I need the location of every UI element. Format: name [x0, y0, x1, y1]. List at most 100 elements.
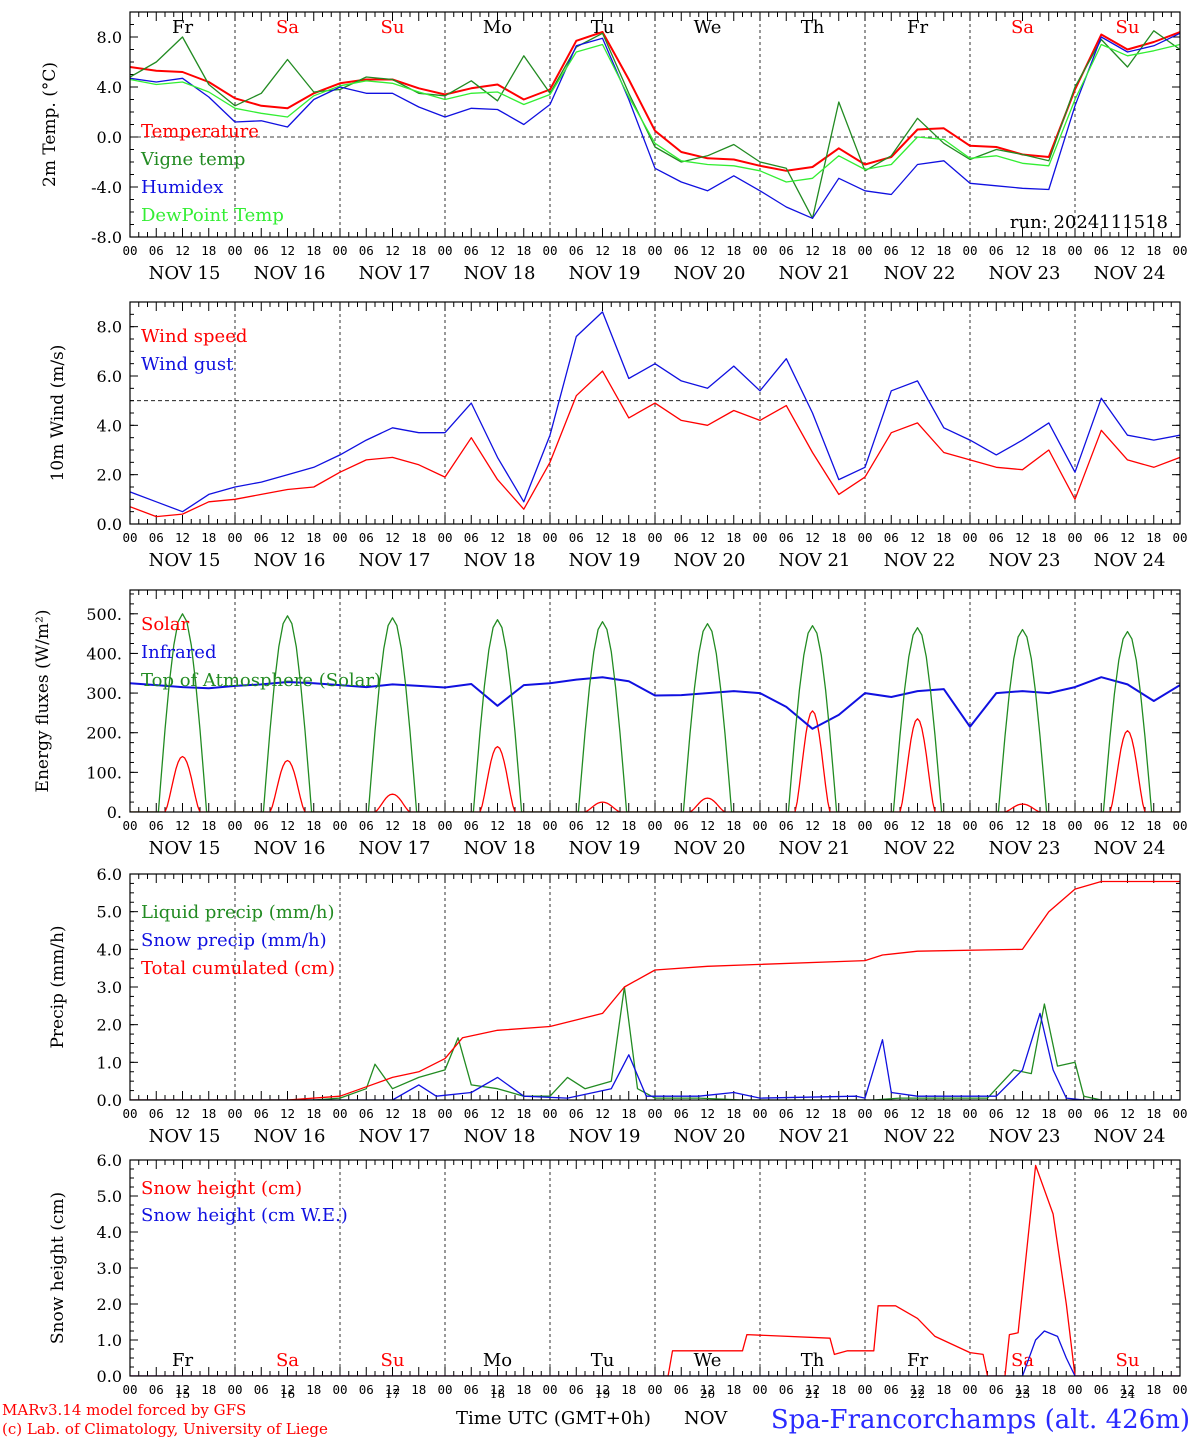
y-tick-label: 6.0 [97, 367, 122, 386]
y-tick-label: 2.0 [97, 1016, 122, 1035]
day-of-week-label: Th [801, 17, 825, 38]
date-label: NOV 17 [359, 1126, 431, 1147]
day-of-week-label: We [694, 17, 722, 38]
x-tick-label: 06 [359, 1382, 374, 1397]
x-tick-label: 12 [385, 1382, 400, 1397]
x-tick-label: 18 [726, 243, 741, 258]
x-tick-label: 00 [1172, 530, 1187, 545]
x-tick-label: 00 [437, 530, 452, 545]
x-tick-label: 06 [464, 818, 479, 833]
x-tick-label: 06 [254, 1382, 269, 1397]
day-of-week-label: Th [801, 1350, 825, 1371]
day-of-week-label: Mo [483, 17, 512, 38]
x-tick-label: 06 [464, 1106, 479, 1121]
date-label: NOV 20 [674, 1126, 746, 1147]
date-label: NOV 24 [1094, 263, 1166, 284]
series-snow-precip-mm-h [130, 1012, 1180, 1100]
panel-5: 0.0 1.0 2.0 3.0 4.0 5.0 6.0 Snow height (cm) 00 0… [48, 1151, 1188, 1401]
legend-entry: Vigne temp [140, 149, 245, 170]
x-tick-label: 06 [674, 1382, 689, 1397]
x-tick-label: 18 [306, 243, 321, 258]
x-tick-label: 18 [936, 530, 951, 545]
x-tick-label: 06 [149, 530, 164, 545]
date-label: NOV 16 [254, 1126, 326, 1147]
x-tick-label: 18 [1146, 530, 1161, 545]
x-tick-label: 18 [516, 1382, 531, 1397]
day-number-label: 17 [385, 1387, 400, 1401]
x-tick-label: 00 [962, 530, 977, 545]
x-tick-label: 00 [857, 243, 872, 258]
plot-frame [129, 873, 1181, 1101]
series-temperature [130, 31, 1180, 172]
x-tick-label: 12 [385, 1106, 400, 1121]
x-tick-label: 00 [437, 818, 452, 833]
x-tick-label: 06 [1094, 243, 1109, 258]
x-tick-label: 00 [332, 1106, 347, 1121]
x-tick-label: 18 [936, 1106, 951, 1121]
x-tick-label: 18 [1146, 1382, 1161, 1397]
panel-1: -8.0 -4.0 0.0 4.0 8.0 2m Temp. (°C) 00 06 12 18 00… [40, 11, 1188, 284]
x-tick-label: 18 [411, 1382, 426, 1397]
x-tick-label: 12 [595, 243, 610, 258]
x-tick-label: 12 [490, 243, 505, 258]
series-group [130, 880, 1180, 1100]
x-tick-label: 06 [149, 818, 164, 833]
x-tick-label: 00 [962, 243, 977, 258]
day-of-week-label: Su [1116, 1350, 1140, 1371]
date-label: NOV 16 [254, 838, 326, 859]
x-tick-label: 12 [910, 243, 925, 258]
x-tick-label: 06 [884, 1382, 899, 1397]
day-of-week-label: Fr [907, 1350, 928, 1371]
date-label: NOV 23 [989, 550, 1061, 571]
date-label: NOV 23 [989, 263, 1061, 284]
y-tick-label: 2.0 [97, 1295, 122, 1314]
day-number-label: 21 [805, 1387, 820, 1401]
x-tick-label: 18 [516, 1106, 531, 1121]
x-tick-label: 06 [1094, 530, 1109, 545]
date-label: NOV 18 [464, 838, 536, 859]
plot-frame [129, 589, 1181, 813]
x-tick-label: 00 [437, 1382, 452, 1397]
series-solar [130, 710, 1180, 812]
x-tick-label: 12 [595, 530, 610, 545]
x-tick-label: 06 [254, 243, 269, 258]
panel-2: 0.0 2.0 4.0 6.0 8.0 10m Wind (m/s) 00 06 12 18 00 0… [48, 301, 1188, 571]
x-tick-label: 18 [306, 530, 321, 545]
x-tick-label: 12 [385, 818, 400, 833]
date-label: NOV 20 [674, 550, 746, 571]
x-tick-label: 12 [700, 243, 715, 258]
x-tick-label: 00 [962, 818, 977, 833]
x-tick-label: 12 [910, 530, 925, 545]
legend-entry: Liquid precip (mm/h) [141, 902, 335, 923]
day-of-week-label: Sa [276, 1350, 299, 1371]
x-tick-label: 00 [857, 1106, 872, 1121]
y-tick-label: 8.0 [97, 28, 122, 47]
legend-entry: Wind gust [141, 354, 234, 375]
date-label: NOV 22 [884, 1126, 956, 1147]
x-tick-label: 12 [910, 818, 925, 833]
series-vigne-temp [130, 30, 1180, 219]
x-tick-label: 00 [542, 818, 557, 833]
x-tick-label: 00 [1067, 530, 1082, 545]
day-number-label: 20 [700, 1387, 715, 1401]
y-tick-label: 300. [86, 684, 122, 703]
day-of-week-label: Sa [1011, 17, 1034, 38]
x-tick-label: 12 [1120, 530, 1135, 545]
y-tick-label: 4.0 [97, 940, 122, 959]
date-label: NOV 18 [464, 1126, 536, 1147]
series-snow-height-cm-w-e [130, 1330, 1180, 1376]
x-tick-label: 06 [674, 1106, 689, 1121]
x-tick-label: 06 [674, 530, 689, 545]
panel-3: 0. 100. 200. 300. 400. 500. Energy fluxes (W/m… [33, 589, 1188, 859]
x-tick-label: 18 [726, 1382, 741, 1397]
x-tick-label: 06 [779, 818, 794, 833]
series-top-of-atmosphere-solar [130, 613, 1180, 812]
plot-frame [129, 1159, 1181, 1377]
date-label: NOV 19 [569, 550, 641, 571]
x-tick-label: 00 [332, 530, 347, 545]
station-label: Spa-Francorchamps (alt. 426m) [771, 1405, 1190, 1435]
x-tick-label: 12 [490, 1382, 505, 1397]
x-tick-label: 06 [779, 1106, 794, 1121]
x-tick-label: 18 [726, 818, 741, 833]
day-of-week-label: Mo [483, 1350, 512, 1371]
